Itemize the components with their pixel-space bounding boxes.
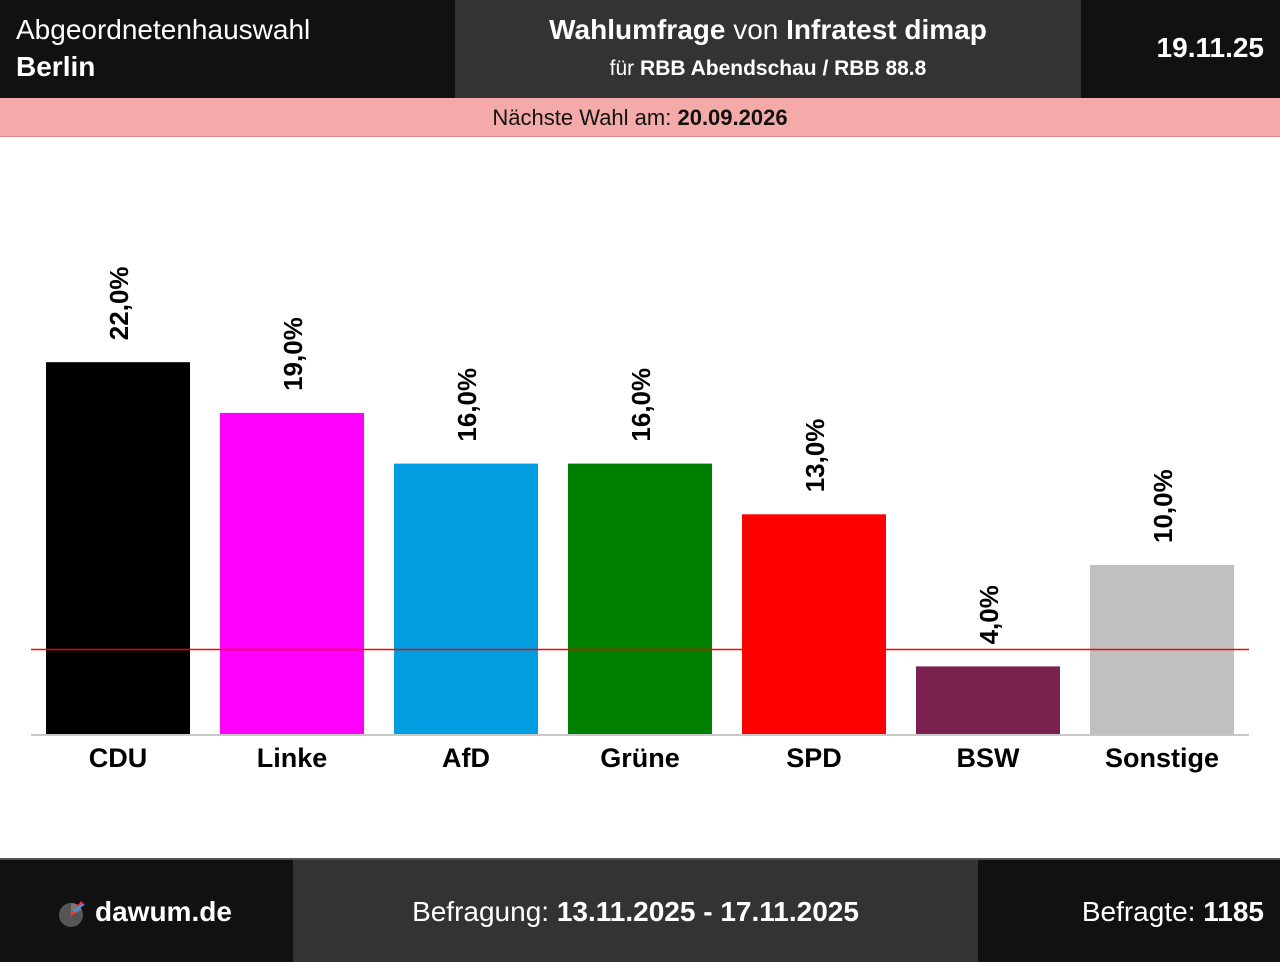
footer-site-block: dawum.de: [0, 860, 291, 962]
category-label-1: Linke: [257, 743, 328, 773]
footer-site-name: dawum.de: [95, 896, 232, 927]
category-label-3: Grüne: [600, 743, 680, 773]
poll-title: Wahlumfrage von Infratest dimap: [455, 14, 1081, 46]
footer-survey-block: Befragung: 13.11.2025 - 17.11.2025: [293, 860, 978, 962]
bar-1: [220, 412, 364, 734]
header-election-block: Abgeordnetenhauswahl Berlin: [0, 0, 453, 98]
category-label-0: CDU: [89, 743, 148, 773]
value-label-2: 16,0%: [452, 368, 482, 442]
election-type: Abgeordnetenhauswahl: [16, 14, 311, 45]
dawum-logo-icon: [59, 901, 85, 927]
poll-title-word: Wahlumfrage: [549, 14, 726, 45]
respondents: Befragte: 1185: [1082, 896, 1264, 928]
next-election-label: Nächste Wahl am:: [492, 105, 672, 130]
poll-client-prefix: für: [609, 57, 635, 80]
bar-5: [916, 666, 1060, 734]
poll-client-name: RBB Abendschau / RBB 88.8: [640, 57, 927, 80]
next-election-date: 20.09.2026: [677, 105, 788, 130]
respondents-label: Befragte:: [1081, 896, 1196, 927]
poll-title-conjunction: von: [733, 14, 779, 45]
category-label-4: SPD: [786, 743, 842, 773]
bar-3: [568, 463, 712, 734]
region-name: Berlin: [16, 51, 96, 82]
value-label-3: 16,0%: [626, 368, 656, 442]
publication-date: 19.11.25: [1156, 32, 1264, 63]
value-label-1: 19,0%: [278, 317, 308, 391]
header: Abgeordnetenhauswahl Berlin Wahlumfrage …: [0, 0, 1280, 98]
value-label-6: 10,0%: [1148, 469, 1178, 543]
value-label-0: 22,0%: [104, 266, 134, 340]
bar-2: [394, 463, 538, 734]
footer-respondents-block: Befragte: 1185: [980, 860, 1280, 962]
category-label-5: BSW: [957, 743, 1021, 773]
poll-client: für RBB Abendschau / RBB 88.8: [455, 57, 1081, 81]
bar-4: [742, 514, 886, 734]
category-label-6: Sonstige: [1105, 743, 1219, 773]
bar-0: [46, 362, 190, 734]
header-date-block: 19.11.25: [1083, 0, 1280, 98]
next-election-banner: Nächste Wahl am: 20.09.2026: [0, 98, 1280, 137]
value-label-5: 4,0%: [974, 585, 1004, 644]
value-label-4: 13,0%: [800, 419, 830, 493]
survey-period-label: Befragung:: [412, 896, 550, 927]
bar-chart: 22,0% CDU 19,0% Linke 16,0% AfD 16,0% Grüne 13,0…: [31, 266, 1249, 773]
respondents-value: 1185: [1203, 896, 1264, 927]
header-poll-block: Wahlumfrage von Infratest dimap für RBB …: [455, 0, 1081, 98]
footer: dawum.de Befragung: 13.11.2025 - 17.11.2…: [0, 858, 1280, 962]
poll-institute: Infratest dimap: [786, 14, 987, 45]
survey-period-value: 13.11.2025 - 17.11.2025: [556, 896, 859, 927]
survey-period: Befragung: 13.11.2025 - 17.11.2025: [293, 896, 978, 928]
category-label-2: AfD: [442, 743, 490, 773]
